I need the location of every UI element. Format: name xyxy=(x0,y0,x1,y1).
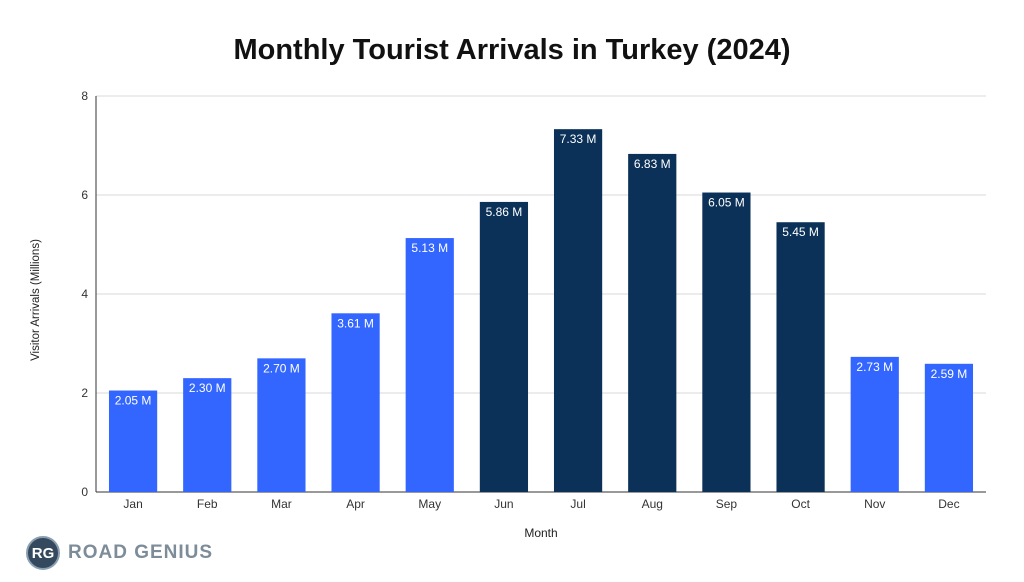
y-tick-label: 4 xyxy=(81,287,88,301)
data-label: 2.30 M xyxy=(189,381,226,395)
logo-badge: RG xyxy=(26,536,60,570)
bar-jun xyxy=(479,201,529,492)
chart-title: Monthly Tourist Arrivals in Turkey (2024… xyxy=(233,34,791,66)
data-label: 3.61 M xyxy=(337,316,374,330)
x-tick-label: Apr xyxy=(346,497,365,511)
data-label: 2.59 M xyxy=(931,367,968,381)
bar-jul xyxy=(553,129,603,493)
data-label: 2.70 M xyxy=(263,361,300,375)
x-tick-label: Jun xyxy=(494,497,513,511)
x-tick-label: Sep xyxy=(716,497,738,511)
bar-may xyxy=(405,238,454,492)
y-tick-label: 0 xyxy=(81,485,88,499)
bar-feb xyxy=(183,378,232,492)
bar-mar xyxy=(257,358,306,492)
x-tick-label: Dec xyxy=(938,497,959,511)
x-tick-label: Jul xyxy=(570,497,585,511)
bar-apr xyxy=(331,313,380,492)
x-tick-label: Aug xyxy=(642,497,663,511)
bar-jan xyxy=(108,390,158,492)
x-tick-label: May xyxy=(418,497,441,511)
data-label: 5.86 M xyxy=(486,205,523,219)
data-label: 2.05 M xyxy=(115,394,152,408)
y-axis-label: Visitor Arrivals (Millions) xyxy=(30,239,42,361)
bar-oct xyxy=(776,222,825,492)
x-tick-label: Mar xyxy=(271,497,292,511)
y-tick-label: 6 xyxy=(81,188,88,202)
x-tick-label: Nov xyxy=(864,497,885,511)
road-genius-logo: RG ROAD GENIUS xyxy=(26,536,213,570)
bar-dec xyxy=(924,363,974,492)
bar-nov xyxy=(850,356,899,492)
x-tick-label: Oct xyxy=(791,497,810,511)
y-tick-label: 8 xyxy=(81,89,88,103)
data-label: 6.05 M xyxy=(708,196,745,210)
x-tick-label: Jan xyxy=(123,497,142,511)
data-label: 2.73 M xyxy=(856,360,893,374)
bar-aug xyxy=(628,153,677,493)
data-label: 5.13 M xyxy=(411,241,448,255)
x-tick-label: Feb xyxy=(197,497,218,511)
data-label: 5.45 M xyxy=(782,225,819,239)
data-label: 6.83 M xyxy=(634,157,671,171)
x-axis-label: Month xyxy=(524,526,558,540)
bar-sep xyxy=(702,192,751,492)
data-label: 7.33 M xyxy=(560,132,597,146)
logo-text: ROAD GENIUS xyxy=(68,542,214,563)
y-tick-label: 2 xyxy=(81,386,88,400)
